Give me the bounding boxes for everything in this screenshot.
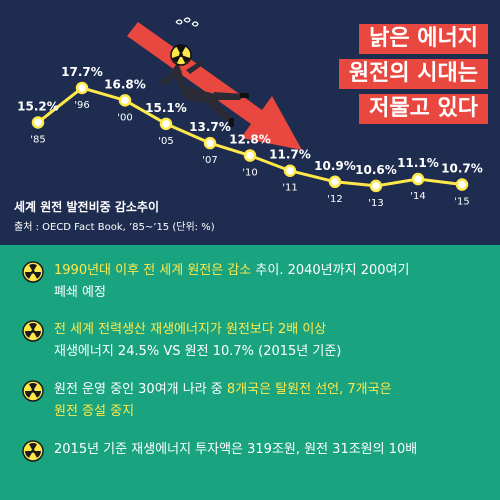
radiation-icon [22, 440, 44, 462]
headline-line-1: 낡은 에너지 [359, 24, 488, 54]
x-tick-label: '14 [410, 191, 425, 202]
data-point [283, 164, 297, 177]
bullet-plain: 추이. 2040년까지 200여기 [251, 263, 410, 278]
data-point [159, 117, 173, 131]
value-label: 11.7% [269, 148, 311, 162]
value-label: 12.8% [229, 133, 271, 147]
bullet-line-1: 1990년대 이후 전 세계 원전은 감소 추이. 2040년까지 200여기 [54, 260, 409, 282]
radiation-icon [22, 320, 44, 342]
bullet-3: 원전 운영 중인 30여개 나라 중 8개국은 탈원전 선언, 7개국은 원전 … [22, 379, 482, 423]
value-label: 15.1% [145, 101, 187, 115]
bullet-text: 전 세계 전력생산 재생에너지가 원전보다 2배 이상 재생에너지 24.5% … [54, 319, 341, 363]
bullet-line-1: 2015년 기준 재생에너지 투자액은 319조원, 원전 31조원의 10배 [54, 439, 417, 461]
bullet-highlight: 1990년대 이후 전 세계 원전은 감소 [54, 263, 252, 278]
bullet-plain: 원전 운영 중인 30여개 나라 중 [54, 382, 227, 397]
data-point [75, 81, 89, 95]
chart-panel: 15.2% 17.7% 16.8% 15.1% 13.7% 12.8% 11.7% 10.9%… [0, 0, 500, 245]
chart-source: 출처 : OECD Fact Book, ’85~’15 (단위: %) [14, 222, 215, 233]
data-point [328, 175, 342, 189]
x-tick-label: '11 [282, 183, 297, 194]
bullet-text: 2015년 기준 재생에너지 투자액은 319조원, 원전 31조원의 10배 [54, 439, 417, 462]
falling-figure [160, 17, 249, 127]
bullet-line-2: 재생에너지 24.5% VS 원전 10.7% (2015년 기준) [54, 341, 341, 363]
bullet-highlight: 전 세계 전력생산 재생에너지가 원전보다 2배 이상 [54, 322, 327, 337]
summary-panel: 1990년대 이후 전 세계 원전은 감소 추이. 2040년까지 200여기 … [0, 245, 500, 500]
chart-title: 세계 원전 발전비중 감소추이 [14, 200, 160, 214]
bullet-4: 2015년 기준 재생에너지 투자액은 319조원, 원전 31조원의 10배 [22, 439, 482, 462]
x-tick-label: '05 [158, 136, 173, 147]
value-labels: 15.2% 17.7%16.8% 15.1%13.7%12.8%11.7%10.9%… [17, 65, 483, 177]
value-label: 15.2% [17, 99, 59, 113]
x-tick-label: '13 [368, 198, 383, 209]
x-tick-label: '85 [30, 134, 45, 145]
x-tick-labels: '85 '96 '00 '05 '07 '10 '11 '12 '13 '14 '15 [30, 100, 469, 209]
bullet-plain: 재생에너지 24.5% VS 원전 10.7% (2015년 기준) [54, 344, 342, 359]
bullet-line-2: 원전 증설 중지 [54, 401, 392, 423]
x-tick-label: '15 [454, 197, 469, 208]
x-tick-label: '96 [74, 100, 89, 111]
line-chart: 15.2% 17.7%16.8% 15.1%13.7%12.8%11.7%10.9%… [17, 17, 483, 209]
bullet-plain: 2015년 기준 재생에너지 투자액은 319조원, 원전 31조원의 10배 [54, 442, 418, 457]
value-label: 10.6% [355, 163, 397, 177]
bullet-highlight: 원전 증설 중지 [54, 404, 135, 419]
bullet-text: 1990년대 이후 전 세계 원전은 감소 추이. 2040년까지 200여기 … [54, 260, 409, 304]
radiation-icon [22, 261, 44, 283]
data-point [243, 149, 257, 162]
data-points [31, 81, 469, 193]
value-label: 17.7% [61, 65, 103, 79]
x-tick-label: '10 [242, 168, 257, 179]
headline-line-3: 저물고 있다 [359, 94, 488, 124]
bullet-2: 전 세계 전력생산 재생에너지가 원전보다 2배 이상 재생에너지 24.5% … [22, 319, 482, 363]
bullet-line-1: 원전 운영 중인 30여개 나라 중 8개국은 탈원전 선언, 7개국은 [54, 379, 392, 401]
bullet-highlight: 8개국은 탈원전 선언, 7개국은 [226, 382, 392, 397]
value-label: 16.8% [104, 77, 146, 91]
bullet-plain: 폐쇄 예정 [54, 285, 106, 300]
data-point [31, 116, 45, 129]
bullet-line-2: 폐쇄 예정 [54, 282, 409, 304]
bullet-text: 원전 운영 중인 30여개 나라 중 8개국은 탈원전 선언, 7개국은 원전 … [54, 379, 392, 423]
data-point [118, 94, 132, 107]
radiation-icon [22, 380, 44, 402]
data-point [369, 179, 383, 193]
value-label: 11.1% [397, 156, 439, 170]
value-label: 10.7% [441, 162, 483, 176]
headline-line-2: 원전의 시대는 [338, 59, 488, 89]
data-point [411, 172, 425, 186]
data-point [203, 136, 217, 150]
bullet-1: 1990년대 이후 전 세계 원전은 감소 추이. 2040년까지 200여기 … [22, 260, 482, 304]
x-tick-label: '07 [202, 155, 217, 166]
x-tick-label: '00 [117, 112, 132, 123]
bullet-line-1: 전 세계 전력생산 재생에너지가 원전보다 2배 이상 [54, 319, 341, 341]
value-label: 10.9% [314, 159, 356, 173]
data-point [455, 178, 469, 191]
value-label: 13.7% [189, 120, 231, 134]
x-tick-label: '12 [327, 194, 342, 205]
